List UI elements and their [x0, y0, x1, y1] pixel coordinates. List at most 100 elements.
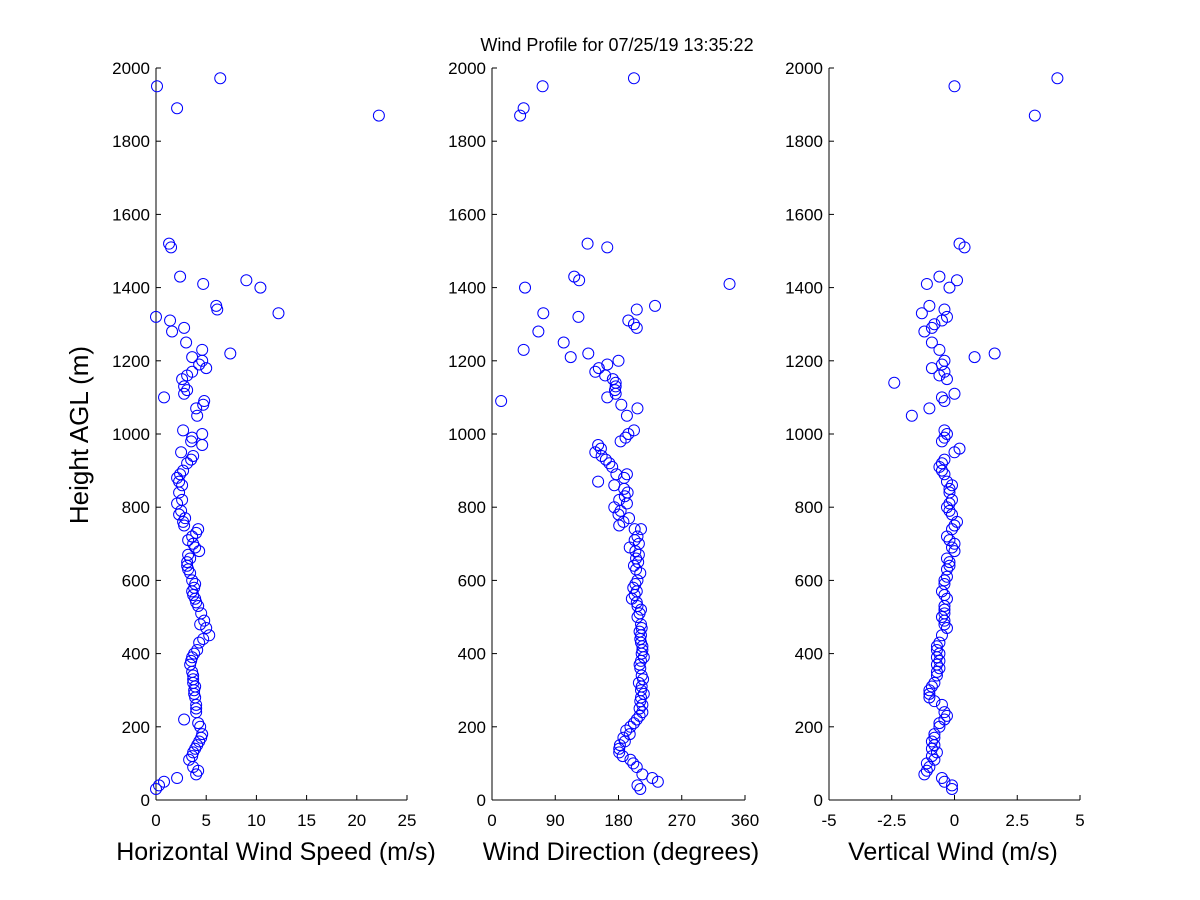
data-point [945, 479, 958, 492]
x-tick-label: 360 [731, 811, 759, 830]
y-tick-label: 400 [122, 645, 150, 664]
data-point [181, 384, 194, 397]
data-point [620, 497, 633, 510]
data-point [176, 479, 189, 492]
data-point [933, 460, 946, 473]
data-point [945, 493, 958, 506]
data-point [938, 574, 951, 587]
data-point [948, 80, 961, 93]
data-point [177, 424, 190, 437]
data-point [915, 307, 928, 320]
x-tick-label: 20 [347, 811, 366, 830]
data-point [945, 541, 958, 554]
data-point [514, 109, 527, 122]
data-point [933, 717, 946, 730]
data-point [191, 643, 204, 656]
data-point [171, 102, 184, 115]
data-point [609, 387, 622, 400]
data-point [200, 362, 213, 375]
y-tick-label: 200 [795, 718, 823, 737]
y-tick-label: 600 [795, 571, 823, 590]
data-point [988, 347, 1001, 360]
data-point [923, 299, 936, 312]
figure-title: Wind Profile for 07/25/19 13:35:22 [480, 35, 753, 55]
data-point [637, 687, 650, 700]
data-point [614, 435, 627, 448]
data-point [933, 343, 946, 356]
data-point [564, 351, 577, 364]
data-point [599, 453, 612, 466]
data-point [617, 515, 630, 528]
data-point [173, 475, 186, 488]
data-point [186, 431, 199, 444]
y-tick-label: 2000 [785, 59, 823, 78]
data-point [151, 80, 164, 93]
data-point [615, 398, 628, 411]
data-point [601, 241, 614, 254]
data-point [968, 351, 981, 364]
data-point [943, 504, 956, 517]
y-tick-label: 1000 [112, 425, 150, 444]
data-point [925, 680, 938, 693]
data-point [184, 567, 197, 580]
data-point [186, 574, 199, 587]
data-point [166, 325, 179, 338]
data-point [224, 347, 237, 360]
x-tick-label: 2.5 [1005, 811, 1029, 830]
y-axis-label: Height AGL (m) [64, 346, 94, 524]
data-point [633, 709, 646, 722]
x-tick-label: 5 [201, 811, 210, 830]
data-point [186, 530, 199, 543]
data-point [193, 636, 206, 649]
data-point [214, 72, 227, 85]
data-point [613, 739, 626, 752]
data-point [930, 669, 943, 682]
data-point [935, 314, 948, 327]
data-point [920, 277, 933, 290]
panel-horizontal-wind-speed: 0 200 400 600 800 1000 1200 1400 1600 1800 2000 0 5 1… [112, 59, 436, 866]
data-point [943, 497, 956, 510]
data-point [948, 446, 961, 459]
data-point [178, 321, 191, 334]
data-point [945, 783, 958, 796]
panel-wind-direction: 0 200 400 600 800 1000 1200 1400 1600 1800 2000 0 90… [448, 59, 759, 866]
y-tick-label: 1000 [785, 425, 823, 444]
x-tick-label: 0 [950, 811, 959, 830]
data-point [165, 241, 178, 254]
y-tick-label: 1600 [112, 205, 150, 224]
y-tick-label: 1000 [448, 425, 486, 444]
data-point [189, 578, 202, 591]
data-point [629, 545, 642, 558]
data-point [178, 519, 191, 532]
data-point [634, 783, 647, 796]
data-point [938, 775, 951, 788]
data-point [925, 336, 938, 349]
data-point [568, 270, 581, 283]
data-point [517, 102, 530, 115]
data-point [625, 592, 638, 605]
data-point [592, 438, 605, 451]
data-point [173, 486, 186, 499]
data-point [923, 684, 936, 697]
data-point [519, 281, 532, 294]
data-point [951, 515, 964, 528]
y-tick-label: 1400 [785, 279, 823, 298]
data-point [609, 380, 622, 393]
data-point [196, 728, 209, 741]
data-point [928, 676, 941, 689]
data-point [190, 402, 203, 415]
data-point [606, 460, 619, 473]
data-point [193, 358, 206, 371]
data-point [938, 303, 951, 316]
data-point [495, 395, 508, 408]
x-tick-label: 270 [668, 811, 696, 830]
y-tick-label: 1800 [448, 132, 486, 151]
data-point [194, 720, 207, 733]
data-point [951, 274, 964, 287]
data-point [930, 643, 943, 656]
data-point [938, 354, 951, 367]
data-point [928, 739, 941, 752]
data-point [948, 545, 961, 558]
y-tick-label: 2000 [112, 59, 150, 78]
